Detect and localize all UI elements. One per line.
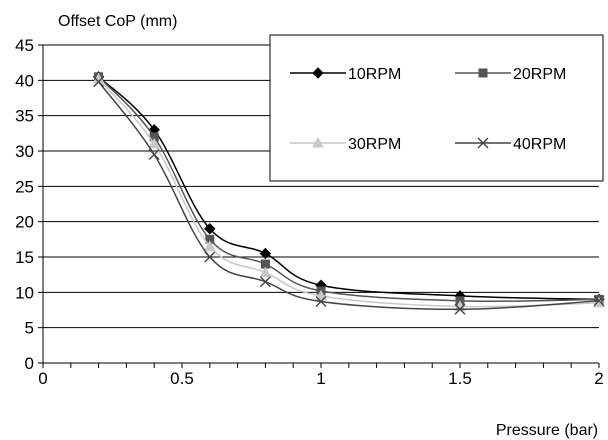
legend-label: 30RPM [348, 136, 401, 153]
data-point [454, 303, 466, 315]
y-tick-label: 45 [15, 36, 34, 55]
data-point [259, 276, 271, 288]
y-tick-label: 40 [15, 71, 34, 90]
y-tick-label: 0 [25, 354, 34, 373]
legend-box [269, 34, 604, 182]
data-point [203, 240, 216, 251]
x-axis-label: Pressure (bar) [496, 422, 598, 439]
data-point [259, 266, 272, 278]
x-tick-label: 1 [316, 369, 325, 388]
y-tick-label: 15 [15, 248, 34, 267]
legend-label: 10RPM [348, 66, 401, 83]
y-tick-label: 5 [25, 319, 34, 338]
legend-item: 30RPM [290, 136, 401, 153]
data-point [259, 247, 272, 260]
y-tick-label: 35 [15, 107, 34, 126]
y-tick-label: 30 [15, 142, 34, 161]
x-tick-label: 1.5 [448, 369, 472, 388]
data-point [93, 76, 105, 88]
legend-marker [312, 67, 324, 79]
data-point [204, 251, 216, 263]
data-point [148, 137, 161, 149]
legend-item: 10RPM [290, 66, 401, 83]
series-group [92, 71, 605, 315]
legend-label: 40RPM [513, 136, 566, 153]
y-axis-label: Offset CoP (mm) [58, 13, 177, 30]
legend-item: 40RPM [455, 136, 566, 153]
x-tick-label: 2 [594, 369, 603, 388]
data-point [204, 223, 216, 235]
data-point [593, 295, 605, 307]
data-point [148, 149, 160, 161]
legend-marker [477, 137, 489, 149]
axes: 0 5 10 15 20 25 30 35 40 45 0 0.5 1 1.5 2 [15, 36, 604, 388]
legend: 10RPM 20RPM 30RPM 40RPM [269, 34, 604, 182]
y-tick-label: 10 [15, 283, 34, 302]
series-40rpm [93, 76, 605, 315]
legend-marker [478, 68, 488, 78]
y-tick-label: 25 [15, 177, 34, 196]
legend-item: 20RPM [455, 66, 566, 83]
y-tick-label: 20 [15, 213, 34, 232]
legend-label: 20RPM [513, 66, 566, 83]
data-point [315, 296, 327, 308]
data-point [315, 289, 327, 301]
x-tick-label: 0.5 [170, 369, 194, 388]
legend-marker [312, 136, 324, 148]
x-tick-label: 0 [38, 369, 47, 388]
